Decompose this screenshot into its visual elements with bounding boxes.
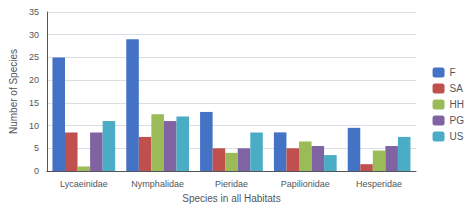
svg-text:HH: HH (450, 99, 464, 110)
svg-text:5: 5 (34, 143, 39, 153)
svg-text:SA: SA (450, 83, 464, 94)
svg-text:US: US (450, 131, 464, 142)
svg-text:Lycaeinidae: Lycaeinidae (60, 179, 108, 189)
svg-text:35: 35 (29, 7, 39, 17)
svg-text:Species in all Habitats: Species in all Habitats (182, 193, 280, 204)
svg-text:Papilionidae: Papilionidae (281, 179, 330, 189)
svg-text:Hesperidae: Hesperidae (356, 179, 402, 189)
svg-text:20: 20 (29, 75, 39, 85)
svg-text:PG: PG (450, 115, 465, 126)
svg-text:F: F (450, 67, 456, 78)
svg-text:Pieridae: Pieridae (215, 179, 248, 189)
svg-text:Number of Species: Number of Species (8, 49, 19, 134)
svg-text:Nymphalidae: Nymphalidae (131, 179, 184, 189)
svg-text:25: 25 (29, 52, 39, 62)
svg-text:0: 0 (34, 166, 39, 176)
svg-text:15: 15 (29, 98, 39, 108)
svg-text:10: 10 (29, 121, 39, 131)
svg-text:30: 30 (29, 30, 39, 40)
